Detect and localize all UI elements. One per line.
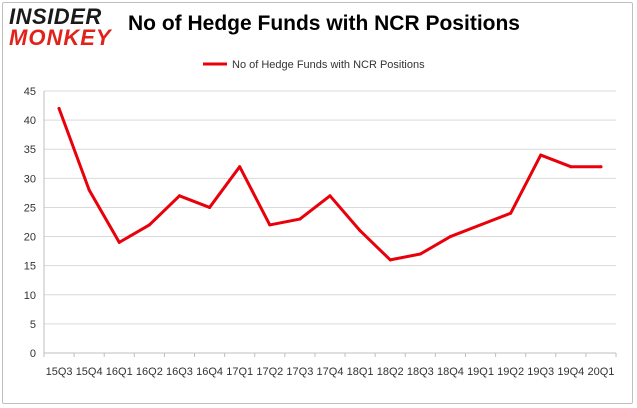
x-tick-label: 16Q4 bbox=[196, 366, 223, 378]
data-point bbox=[418, 252, 422, 256]
x-tick-label: 17Q2 bbox=[256, 366, 283, 378]
x-tick-label: 19Q4 bbox=[557, 366, 584, 378]
series-line bbox=[57, 106, 603, 262]
data-point bbox=[298, 217, 302, 221]
chart-title: No of Hedge Funds with NCR Positions bbox=[128, 12, 520, 35]
x-tick-label: 19Q3 bbox=[527, 366, 554, 378]
x-axis-ticks: 15Q3 15Q4 16Q1 16Q2 16Q3 16Q4 17Q1 17Q2 17Q3 17Q4… bbox=[43, 353, 617, 378]
x-tick-label: 19Q2 bbox=[497, 366, 524, 378]
y-tick-label: 40 bbox=[24, 115, 36, 127]
y-tick-label: 25 bbox=[24, 202, 36, 214]
y-tick-label: 20 bbox=[24, 232, 36, 244]
data-point bbox=[117, 240, 121, 244]
axes bbox=[43, 91, 616, 354]
data-point bbox=[238, 165, 242, 169]
insider-monkey-logo: INSIDER MONKEY bbox=[9, 6, 121, 52]
x-tick-label: 20Q1 bbox=[587, 366, 614, 378]
y-tick-label: 45 bbox=[24, 86, 36, 98]
data-point bbox=[448, 235, 452, 239]
x-tick-label: 18Q4 bbox=[437, 366, 464, 378]
data-point bbox=[208, 205, 212, 209]
x-tick-label: 16Q1 bbox=[106, 366, 133, 378]
x-tick-label: 17Q1 bbox=[226, 366, 253, 378]
x-tick-label: 18Q1 bbox=[347, 366, 374, 378]
y-tick-label: 30 bbox=[24, 173, 36, 185]
y-axis-ticks: 0 5 10 15 20 25 30 35 40 45 bbox=[24, 86, 36, 360]
x-tick-label: 16Q2 bbox=[136, 366, 163, 378]
data-point bbox=[569, 165, 573, 169]
x-tick-label: 16Q3 bbox=[166, 366, 193, 378]
legend: No of Hedge Funds with NCR Positions bbox=[203, 59, 425, 71]
x-tick-label: 18Q2 bbox=[377, 366, 404, 378]
x-tick-label: 19Q1 bbox=[467, 366, 494, 378]
data-point bbox=[599, 165, 603, 169]
data-point bbox=[388, 258, 392, 262]
data-point bbox=[147, 223, 151, 227]
data-point bbox=[268, 223, 272, 227]
y-tick-label: 15 bbox=[24, 261, 36, 273]
y-tick-label: 35 bbox=[24, 144, 36, 156]
data-point bbox=[509, 211, 513, 215]
x-tick-label: 17Q3 bbox=[286, 366, 313, 378]
x-tick-label: 17Q4 bbox=[317, 366, 344, 378]
y-tick-label: 0 bbox=[30, 348, 36, 360]
x-tick-label: 15Q3 bbox=[46, 366, 73, 378]
x-tick-label: 18Q3 bbox=[407, 366, 434, 378]
logo-line-1: INSIDER bbox=[9, 4, 102, 29]
data-point bbox=[358, 229, 362, 233]
y-tick-label: 5 bbox=[30, 319, 36, 331]
legend-label: No of Hedge Funds with NCR Positions bbox=[232, 59, 425, 71]
data-point bbox=[87, 188, 91, 192]
series-layer bbox=[57, 106, 603, 262]
gridlines bbox=[44, 90, 616, 325]
x-tick-label: 15Q4 bbox=[76, 366, 103, 378]
y-tick-label: 10 bbox=[24, 290, 36, 302]
data-point bbox=[177, 194, 181, 198]
data-point bbox=[328, 194, 332, 198]
data-point bbox=[479, 223, 483, 227]
chart-frame bbox=[2, 2, 633, 404]
data-point bbox=[539, 153, 543, 157]
logo-line-2: MONKEY bbox=[9, 25, 112, 50]
data-point bbox=[57, 106, 61, 110]
